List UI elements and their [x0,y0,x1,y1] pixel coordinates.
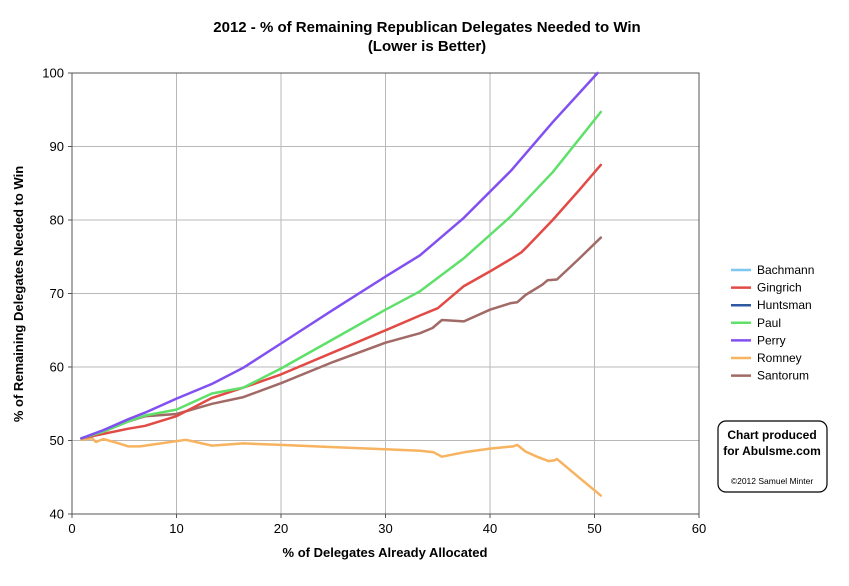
chart-subtitle: (Lower is Better) [368,38,486,55]
y-tick-label: 100 [42,66,64,81]
y-axis-label: % of Remaining Delegates Needed to Win [11,166,26,422]
y-tick-label: 90 [50,139,64,154]
legend-label-romney: Romney [757,351,802,365]
axis-ticks: 40 50 60 70 80 90 100 0 10 20 30 40 50 60 [42,66,706,537]
series-line-santorum [80,236,603,440]
x-tick-label: 60 [692,521,706,536]
legend-label-perry: Perry [757,333,786,347]
series-lines [80,71,603,497]
x-tick-label: 0 [68,521,75,536]
credit-line-2: for Abulsme.com [723,444,821,458]
y-tick-label: 50 [50,433,64,448]
legend-label-huntsman: Huntsman [757,298,812,312]
x-tick-label: 10 [169,521,183,536]
x-tick-label: 20 [274,521,288,536]
grid-lines [71,72,700,515]
legend-label-gingrich: Gingrich [757,281,802,295]
y-tick-label: 70 [50,286,64,301]
y-tick-label: 40 [50,507,64,522]
legend-label-santorum: Santorum [757,369,809,383]
credit-line-1: Chart produced [727,428,816,442]
chart-title: 2012 - % of Remaining Republican Delegat… [213,19,640,36]
legend-label-bachmann: Bachmann [757,263,814,277]
credit-box: Chart produced for Abulsme.com ©2012 Sam… [717,420,828,493]
series-line-romney [80,437,603,497]
y-tick-label: 60 [50,360,64,375]
legend-label-paul: Paul [757,316,781,330]
x-tick-label: 50 [587,521,601,536]
x-tick-label: 40 [483,521,497,536]
credit-copyright: ©2012 Samuel Minter [731,476,814,486]
y-tick-label: 80 [50,213,64,228]
series-line-gingrich [80,163,603,440]
x-tick-label: 30 [378,521,392,536]
credit-box-frame [717,420,828,493]
x-axis-label: % of Delegates Already Allocated [283,545,488,560]
legend: Bachmann Gingrich Huntsman Paul Perry Romney S… [731,263,814,383]
series-line-perry [80,71,599,440]
series-line-paul [80,110,603,440]
